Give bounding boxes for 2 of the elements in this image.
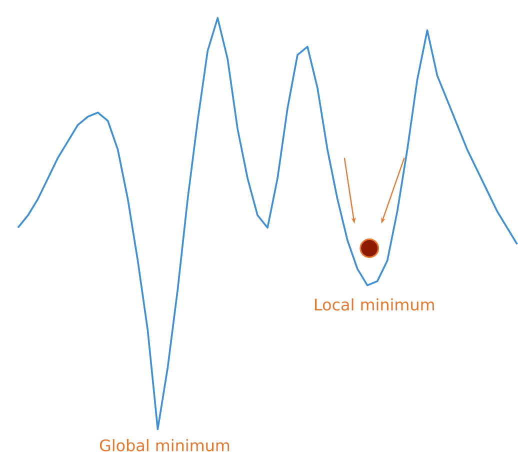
- text: Global minimum: [100, 438, 230, 452]
- annotation: Local minimum: [315, 298, 434, 311]
